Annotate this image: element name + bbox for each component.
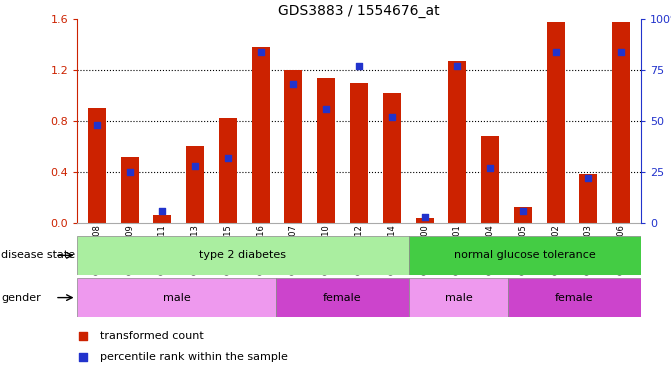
Point — [288, 81, 299, 88]
Bar — [77, 278, 276, 317]
Bar — [547, 22, 564, 223]
Point — [484, 165, 495, 171]
Bar — [350, 83, 368, 223]
Text: transformed count: transformed count — [100, 331, 203, 341]
Bar — [317, 78, 336, 223]
Text: male: male — [445, 293, 472, 303]
Text: percentile rank within the sample: percentile rank within the sample — [100, 352, 288, 362]
Point — [419, 214, 430, 220]
Point — [405, 49, 415, 55]
Bar — [285, 70, 303, 223]
Bar — [508, 278, 641, 317]
Bar — [382, 93, 401, 223]
Bar — [409, 278, 508, 317]
Bar — [77, 236, 409, 275]
Point — [616, 49, 627, 55]
Bar — [448, 61, 466, 223]
Point — [452, 63, 463, 69]
Point — [386, 114, 397, 120]
Bar — [88, 108, 106, 223]
Text: disease state: disease state — [1, 250, 75, 260]
Text: type 2 diabetes: type 2 diabetes — [199, 250, 287, 260]
Point — [190, 163, 201, 169]
Point — [517, 207, 528, 214]
Bar — [481, 136, 499, 223]
Point — [354, 63, 364, 69]
Text: normal glucose tolerance: normal glucose tolerance — [454, 250, 596, 260]
Point — [550, 49, 561, 55]
Point — [91, 122, 102, 128]
Point — [583, 175, 594, 181]
Bar — [409, 236, 641, 275]
Point — [255, 49, 266, 55]
Bar — [121, 157, 139, 223]
Bar — [612, 22, 630, 223]
Point — [223, 154, 234, 161]
Bar — [219, 118, 237, 223]
Point — [321, 106, 331, 112]
Text: female: female — [323, 293, 362, 303]
Bar — [579, 174, 597, 223]
Bar — [154, 215, 171, 223]
Point — [124, 169, 135, 175]
Bar — [186, 146, 204, 223]
Text: gender: gender — [1, 293, 41, 303]
Title: GDS3883 / 1554676_at: GDS3883 / 1554676_at — [278, 4, 440, 18]
Bar — [514, 207, 532, 223]
Bar — [252, 47, 270, 223]
Bar — [415, 218, 433, 223]
Text: female: female — [555, 293, 594, 303]
Text: male: male — [163, 293, 191, 303]
Point — [157, 207, 168, 214]
Point — [405, 238, 415, 244]
Bar — [276, 278, 409, 317]
